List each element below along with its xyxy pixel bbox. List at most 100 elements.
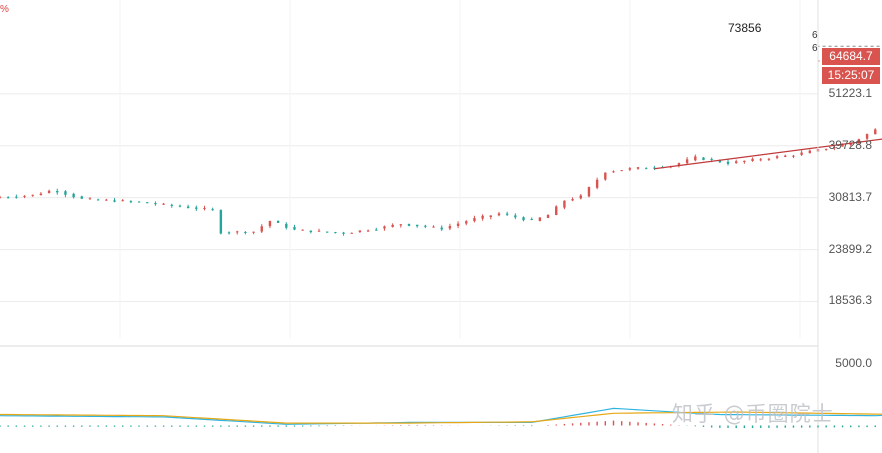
candle-body bbox=[538, 217, 542, 221]
candle-body bbox=[465, 221, 468, 224]
candle-body bbox=[366, 230, 370, 232]
edge-digit-label: 6 bbox=[812, 43, 818, 54]
candle-body bbox=[522, 217, 525, 221]
price-tick-label: 51223.1 bbox=[828, 85, 872, 100]
candle-body bbox=[178, 205, 182, 207]
candle-body bbox=[440, 227, 443, 230]
candle-body bbox=[784, 155, 787, 157]
countdown-tag: 15:25:07 bbox=[822, 67, 880, 84]
candle-body bbox=[424, 225, 427, 227]
candle-body bbox=[824, 148, 828, 150]
candle-body bbox=[685, 159, 689, 164]
candle-body bbox=[702, 157, 705, 160]
candle-body bbox=[563, 200, 566, 208]
candle-body bbox=[6, 197, 10, 199]
candle-body bbox=[653, 167, 656, 169]
candle-body bbox=[767, 158, 771, 160]
candle-body bbox=[530, 219, 533, 221]
candle-body bbox=[645, 168, 648, 170]
candle-body bbox=[579, 195, 582, 199]
candle-body bbox=[604, 172, 607, 180]
candle-body bbox=[383, 226, 386, 229]
candle-body bbox=[481, 215, 484, 219]
candle-body bbox=[186, 206, 190, 209]
watermark: 知乎 @币圈院士 bbox=[672, 402, 834, 426]
candle-body bbox=[129, 201, 133, 203]
candle-body bbox=[555, 206, 558, 216]
chart-grid bbox=[0, 0, 818, 338]
corner-label: % bbox=[0, 4, 9, 15]
candle-body bbox=[514, 215, 517, 218]
candle-body bbox=[415, 224, 419, 227]
candle-body bbox=[268, 220, 272, 227]
candle-body bbox=[726, 161, 730, 164]
candle-body bbox=[792, 155, 795, 157]
candle-body bbox=[170, 204, 173, 206]
candle-body bbox=[628, 168, 632, 170]
candle-body bbox=[317, 230, 321, 232]
candle-body bbox=[39, 193, 43, 196]
candle-body bbox=[56, 190, 59, 193]
macd-histogram bbox=[0, 420, 876, 429]
candle-body bbox=[743, 160, 746, 163]
candle-body bbox=[105, 199, 108, 201]
candle-body bbox=[857, 139, 861, 144]
candle-body bbox=[23, 195, 26, 197]
candle-body bbox=[775, 156, 779, 158]
candle-body bbox=[260, 226, 263, 232]
candle-body bbox=[497, 213, 501, 216]
candle-body bbox=[301, 229, 304, 231]
candle-body bbox=[146, 202, 149, 204]
macd-tick-label: 5000.0 bbox=[835, 356, 872, 371]
candle-body bbox=[473, 217, 476, 222]
candle-body bbox=[326, 231, 329, 233]
candle-body bbox=[759, 159, 762, 161]
candle-body bbox=[113, 200, 116, 202]
candle-body bbox=[236, 231, 239, 233]
candle-body bbox=[72, 193, 75, 198]
candle-body bbox=[162, 203, 165, 205]
price-tick-label: 23899.2 bbox=[828, 241, 872, 256]
candle-body bbox=[391, 224, 394, 227]
candle-body bbox=[80, 196, 83, 199]
candle-body bbox=[227, 232, 231, 234]
candle-body bbox=[47, 190, 51, 194]
candle-body bbox=[849, 143, 852, 145]
candle-body bbox=[96, 199, 100, 201]
macd-fast-line bbox=[0, 407, 882, 425]
candle-body bbox=[620, 170, 623, 172]
candle-body bbox=[154, 203, 157, 205]
candle-body bbox=[358, 230, 362, 232]
candle-body bbox=[342, 232, 345, 234]
candle-body bbox=[121, 200, 124, 202]
candle-body bbox=[244, 231, 247, 233]
candle-body bbox=[505, 213, 509, 215]
price-tick-label: 39728.8 bbox=[828, 137, 872, 152]
candle-body bbox=[718, 160, 722, 163]
candle-body bbox=[808, 150, 812, 154]
price-tick-label: 30813.7 bbox=[828, 189, 872, 204]
edge-digit-label: 6 bbox=[812, 30, 818, 41]
candle-body bbox=[276, 220, 280, 223]
price-tick-label: 18536.3 bbox=[828, 293, 872, 308]
candle-body bbox=[0, 197, 2, 199]
candle-body bbox=[595, 179, 599, 188]
candle-body bbox=[710, 158, 713, 160]
current-price-tag: 64684.7 bbox=[822, 48, 880, 65]
candle-body bbox=[31, 194, 34, 196]
candle-body bbox=[432, 226, 435, 228]
candle-body bbox=[677, 163, 681, 166]
candle-body bbox=[334, 232, 337, 234]
candle-body bbox=[309, 230, 313, 233]
candle-body bbox=[137, 201, 141, 203]
candle-body bbox=[874, 129, 877, 135]
candle-body bbox=[612, 171, 615, 173]
candle-body bbox=[399, 224, 403, 226]
candle-body bbox=[833, 146, 836, 149]
candle-body bbox=[350, 232, 353, 234]
candle-body bbox=[571, 199, 574, 201]
candle-body bbox=[841, 144, 844, 147]
candle-body bbox=[694, 156, 697, 161]
candle-body bbox=[735, 161, 738, 164]
